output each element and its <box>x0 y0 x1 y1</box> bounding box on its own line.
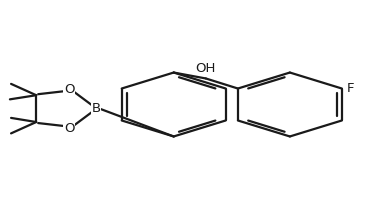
Text: O: O <box>64 122 74 135</box>
Text: O: O <box>64 83 74 96</box>
Text: OH: OH <box>196 62 216 75</box>
Text: F: F <box>347 82 355 95</box>
Text: B: B <box>92 102 101 115</box>
